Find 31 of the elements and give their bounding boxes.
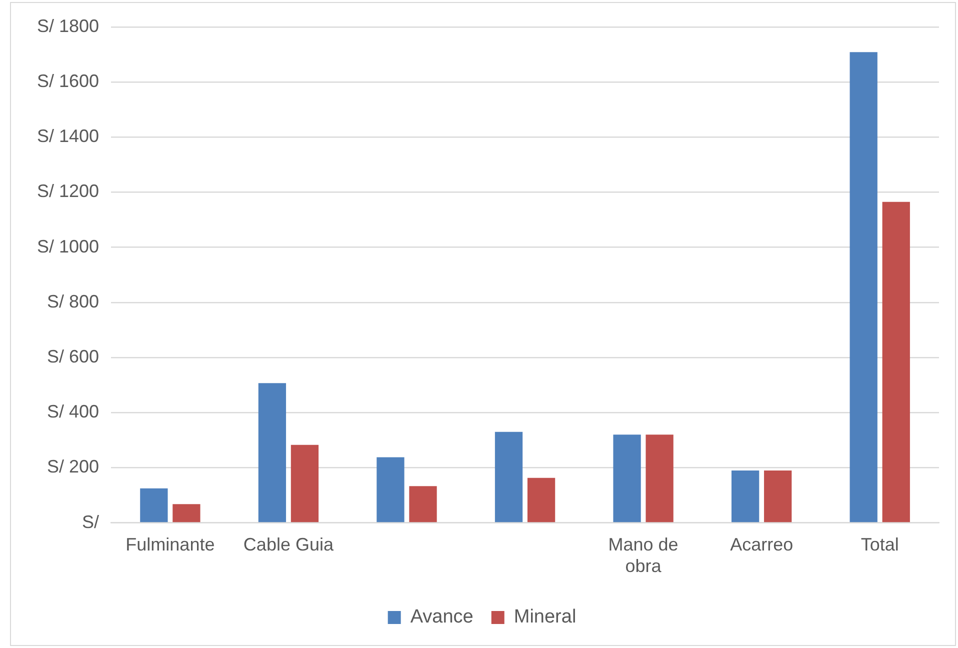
x-tick-label: Acarreo (730, 534, 794, 555)
bar (882, 202, 910, 522)
bar (494, 432, 523, 522)
bar (376, 457, 404, 522)
bar (172, 504, 200, 522)
x-tick-label: Fulminante (126, 534, 215, 555)
y-tick-label: S/ 1400 (36, 126, 100, 146)
bar (409, 486, 437, 522)
y-tick-label: S/ (82, 512, 100, 532)
x-tick-label: Total (860, 534, 899, 555)
y-tick-label: S/ 400 (47, 402, 100, 422)
bar (140, 488, 168, 522)
bar (731, 470, 760, 522)
legend-label: Avance (410, 606, 474, 628)
bar (850, 52, 878, 522)
y-tick-label: S/ 600 (47, 346, 100, 366)
x-tick-label: Cable Guia (243, 534, 334, 555)
bar (613, 434, 641, 522)
y-tick-label: S/ 1800 (36, 16, 100, 36)
bar (646, 434, 674, 522)
bar (290, 444, 319, 522)
bar (764, 470, 792, 522)
y-tick-label: S/ 1600 (36, 71, 100, 92)
y-tick-label: S/ 800 (47, 291, 100, 312)
y-tick-label: S/ 1000 (36, 236, 100, 256)
y-tick-label: S/ 200 (47, 456, 100, 477)
y-tick-label: S/ 1200 (36, 181, 100, 202)
x-tick-label: Mano de obra (608, 534, 678, 576)
legend-label: Mineral (514, 606, 576, 628)
bar (258, 383, 286, 522)
bar (527, 478, 556, 522)
